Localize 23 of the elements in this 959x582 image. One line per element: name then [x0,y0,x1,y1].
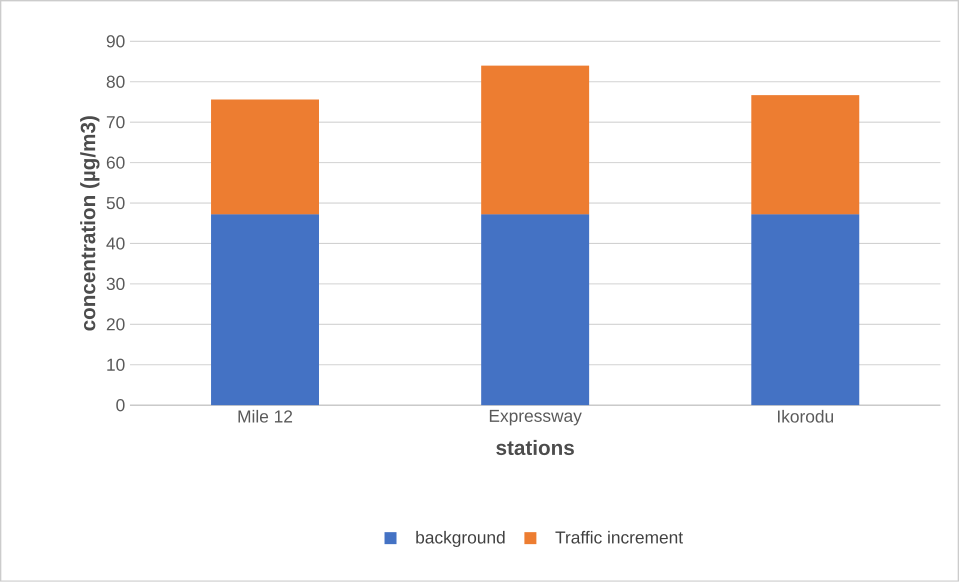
y-tick-label: 70 [106,116,125,128]
y-tick-label: 60 [106,156,125,169]
x-tick-label: Mile 12 [238,410,292,423]
legend-label: background [416,530,505,548]
bar [751,95,860,214]
y-tick-label: 90 [106,35,125,48]
x-axis-title: stations [496,440,574,456]
legend-label: Traffic increment [555,530,683,544]
bar [481,214,590,406]
y-tick-label: 40 [106,237,125,250]
bar [751,214,860,406]
y-tick-label: 20 [106,318,125,331]
y-tick-label: 80 [106,76,125,88]
y-tick-label: 50 [106,196,125,210]
y-tick-label: 0 [116,399,125,412]
y-axis-title: concentration (µg/m3) [80,116,100,331]
x-tick-label: Expressway [490,410,582,426]
y-tick-label: 10 [107,358,125,371]
bar [211,214,320,406]
bar [481,66,590,214]
x-tick-label: Ikorodu [778,410,834,423]
bar [211,100,320,214]
y-tick-label: 30 [106,278,125,290]
